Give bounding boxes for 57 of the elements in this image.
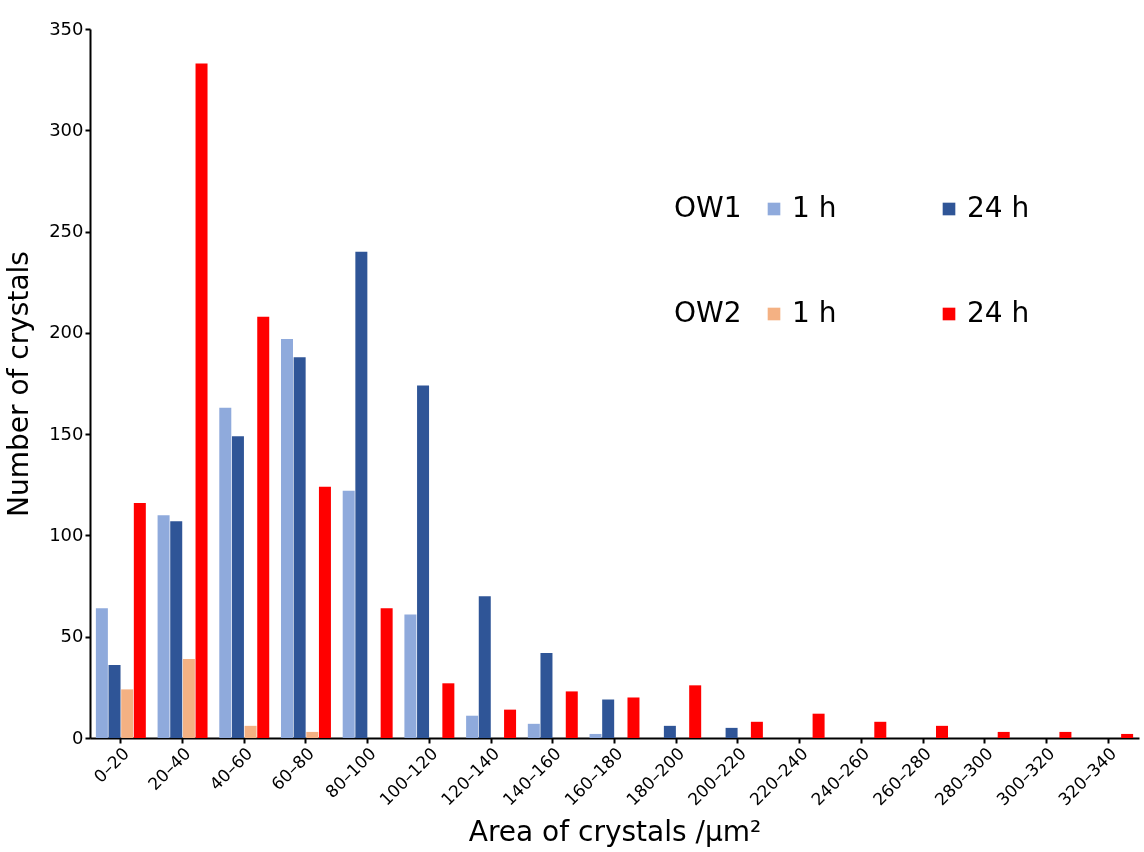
bar bbox=[417, 385, 430, 738]
y-tick-label: 350 bbox=[49, 17, 84, 39]
y-tick-label: 250 bbox=[49, 220, 84, 242]
bar bbox=[306, 731, 319, 738]
bar bbox=[182, 659, 195, 738]
legend-label: 1 h bbox=[792, 296, 837, 329]
legend-label: 24 h bbox=[967, 296, 1030, 329]
bar bbox=[219, 407, 232, 738]
bar bbox=[1059, 731, 1072, 738]
bar bbox=[157, 515, 170, 738]
bar bbox=[442, 683, 455, 738]
bar bbox=[195, 63, 208, 738]
bar bbox=[355, 251, 368, 738]
bar bbox=[478, 596, 491, 738]
bar bbox=[404, 614, 417, 738]
bar bbox=[504, 709, 517, 738]
bar bbox=[589, 733, 602, 738]
y-tick-label: 200 bbox=[49, 321, 84, 343]
bar bbox=[318, 486, 331, 738]
y-tick-label: 50 bbox=[60, 625, 84, 647]
bar bbox=[281, 338, 293, 738]
bar bbox=[342, 490, 355, 738]
bar bbox=[689, 685, 702, 738]
legend-label: 1 h bbox=[792, 191, 837, 224]
bar bbox=[257, 316, 270, 738]
bar bbox=[133, 503, 146, 738]
bar bbox=[95, 608, 108, 738]
bar bbox=[170, 521, 183, 738]
bar bbox=[663, 725, 676, 738]
bar bbox=[231, 436, 244, 738]
bar bbox=[750, 721, 763, 738]
legend-label: 24 h bbox=[967, 191, 1030, 224]
bar bbox=[380, 608, 393, 738]
bar bbox=[874, 721, 887, 738]
annotation: OW2 bbox=[674, 296, 742, 329]
bar bbox=[627, 697, 640, 738]
bar bbox=[466, 715, 479, 738]
y-tick-label: 100 bbox=[49, 523, 84, 545]
bar bbox=[108, 665, 121, 738]
bar bbox=[244, 725, 257, 738]
bar bbox=[527, 723, 540, 738]
bar bbox=[540, 652, 553, 738]
bar bbox=[725, 727, 738, 738]
bar bbox=[293, 357, 306, 738]
bar bbox=[1121, 733, 1134, 738]
y-tick-label: 150 bbox=[49, 422, 84, 444]
bar bbox=[936, 725, 948, 738]
x-axis-title: Area of crystals /µm² bbox=[468, 814, 762, 848]
bar bbox=[602, 699, 615, 738]
annotation: OW1 bbox=[674, 191, 742, 224]
bar bbox=[565, 691, 578, 738]
y-tick-label: 0 bbox=[72, 726, 84, 748]
y-axis-title: Number of crystals bbox=[2, 251, 36, 517]
bar bbox=[121, 689, 134, 738]
bar bbox=[812, 713, 825, 738]
bar bbox=[997, 731, 1010, 738]
y-tick-label: 300 bbox=[49, 118, 84, 140]
